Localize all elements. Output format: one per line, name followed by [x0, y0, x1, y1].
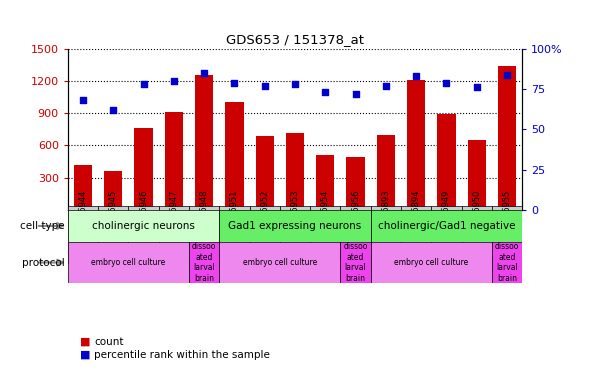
Text: GSM16954: GSM16954: [321, 190, 330, 236]
Bar: [492, 206, 522, 264]
Bar: [401, 206, 431, 264]
Bar: [371, 242, 492, 283]
Text: GSM16948: GSM16948: [199, 190, 209, 236]
Bar: [225, 102, 244, 210]
Text: dissoo
ated
larval
brain: dissoo ated larval brain: [192, 242, 217, 283]
Bar: [346, 158, 365, 210]
Bar: [135, 128, 153, 210]
Bar: [68, 242, 189, 283]
Text: embryo cell culture: embryo cell culture: [242, 258, 317, 267]
Point: [139, 81, 148, 87]
Text: percentile rank within the sample: percentile rank within the sample: [94, 350, 270, 360]
Bar: [219, 210, 371, 242]
Text: dissoo
ated
larval
brain: dissoo ated larval brain: [495, 242, 519, 283]
Text: dissoo
ated
larval
brain: dissoo ated larval brain: [343, 242, 368, 283]
Text: embryo cell culture: embryo cell culture: [394, 258, 468, 267]
Bar: [189, 206, 219, 264]
Bar: [371, 206, 401, 264]
Point: [320, 89, 330, 95]
Point: [351, 91, 360, 97]
Bar: [159, 206, 189, 264]
Text: protocol: protocol: [22, 258, 65, 267]
Point: [230, 80, 239, 86]
Bar: [310, 206, 340, 264]
Bar: [377, 135, 395, 210]
Text: GSM16893: GSM16893: [381, 190, 391, 236]
Text: GSM16949: GSM16949: [442, 190, 451, 236]
Bar: [498, 66, 516, 210]
Bar: [219, 242, 340, 283]
Bar: [280, 206, 310, 264]
Text: GSM16956: GSM16956: [351, 190, 360, 236]
Point: [411, 73, 421, 79]
Text: Gad1 expressing neurons: Gad1 expressing neurons: [228, 221, 362, 231]
Text: cholinergic neurons: cholinergic neurons: [92, 221, 195, 231]
Point: [381, 83, 391, 89]
Bar: [437, 114, 455, 210]
Bar: [431, 206, 461, 264]
Bar: [219, 206, 250, 264]
Bar: [189, 242, 219, 283]
Text: GSM16952: GSM16952: [260, 190, 269, 236]
Point: [290, 81, 300, 87]
Bar: [255, 136, 274, 210]
Bar: [250, 206, 280, 264]
Point: [169, 78, 179, 84]
Point: [502, 72, 512, 78]
Bar: [492, 242, 522, 283]
Text: GSM16894: GSM16894: [412, 190, 421, 236]
Bar: [407, 80, 425, 210]
Bar: [340, 206, 371, 264]
Text: embryo cell culture: embryo cell culture: [91, 258, 166, 267]
Text: cholinergic/Gad1 negative: cholinergic/Gad1 negative: [378, 221, 515, 231]
Text: ■: ■: [80, 350, 90, 360]
Bar: [165, 112, 183, 210]
Text: GSM16945: GSM16945: [109, 190, 118, 236]
Bar: [98, 206, 129, 264]
Text: GSM16947: GSM16947: [169, 190, 178, 236]
Bar: [316, 155, 335, 210]
Point: [109, 107, 118, 113]
Text: ■: ■: [80, 337, 90, 347]
Bar: [68, 206, 98, 264]
Bar: [371, 210, 522, 242]
Title: GDS653 / 151378_at: GDS653 / 151378_at: [226, 33, 364, 46]
Bar: [195, 75, 213, 210]
Text: GSM16953: GSM16953: [290, 190, 300, 236]
Text: GSM16955: GSM16955: [503, 190, 512, 236]
Text: GSM16951: GSM16951: [230, 190, 239, 236]
Text: cell type: cell type: [20, 221, 65, 231]
Bar: [340, 242, 371, 283]
Point: [78, 98, 88, 104]
Text: GSM16950: GSM16950: [472, 190, 481, 236]
Point: [260, 83, 270, 89]
Text: count: count: [94, 337, 124, 347]
Bar: [104, 171, 122, 210]
Bar: [468, 140, 486, 210]
Bar: [129, 206, 159, 264]
Text: GSM16944: GSM16944: [78, 190, 87, 236]
Point: [442, 80, 451, 86]
Text: GSM16946: GSM16946: [139, 190, 148, 236]
Bar: [461, 206, 492, 264]
Bar: [286, 133, 304, 210]
Bar: [68, 210, 219, 242]
Bar: [74, 165, 92, 210]
Point: [472, 84, 481, 90]
Point: [199, 70, 209, 76]
